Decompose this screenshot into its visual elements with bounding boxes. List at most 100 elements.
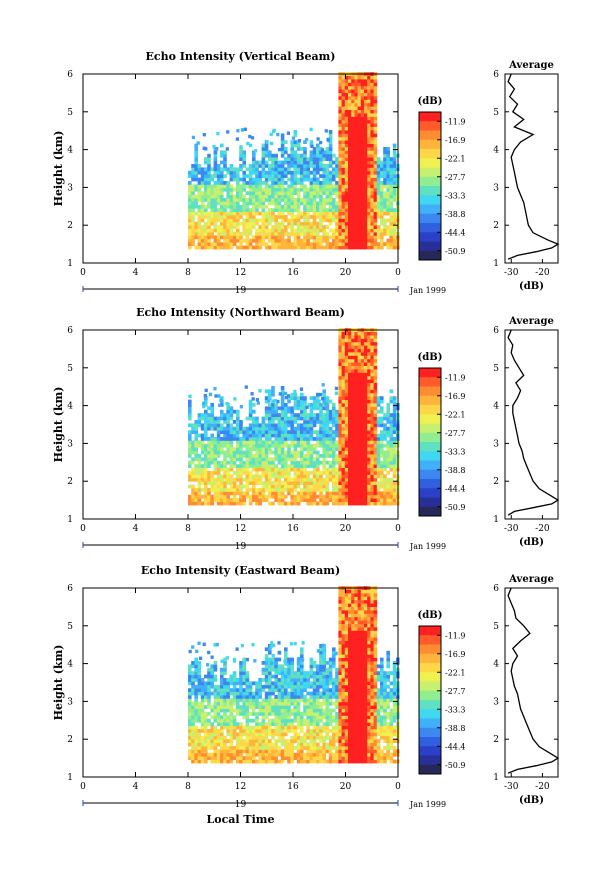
heatmap-cell: [367, 174, 371, 178]
heatmap-cell: [344, 457, 349, 462]
heatmap-cell: [210, 437, 214, 441]
heatmap-cell: [213, 742, 218, 747]
heatmap-cell: [354, 147, 358, 151]
heatmap-cell: [338, 331, 342, 336]
heatmap-cell: [303, 150, 307, 155]
heatmap-cell: [261, 242, 266, 246]
heatmap-cell: [242, 678, 246, 682]
heatmap-cell: [252, 440, 256, 445]
heatmap-cell: [203, 393, 207, 398]
heatmap-cell: [332, 430, 336, 434]
heatmap-cell: [271, 718, 275, 723]
heatmap-cell: [191, 661, 195, 665]
heatmap-cell: [338, 494, 342, 499]
heatmap-cell: [370, 85, 374, 90]
heatmap-cell: [286, 394, 291, 398]
heatmap-cell: [348, 433, 352, 438]
heatmap-cell: [328, 130, 333, 134]
heatmap-cell: [376, 215, 381, 219]
heatmap-cell: [376, 211, 381, 216]
heatmap-cell: [261, 488, 266, 492]
heatmap-cell: [252, 177, 256, 182]
heatmap-cell: [344, 372, 349, 377]
heatmap-cell: [367, 113, 371, 117]
heatmap-cell: [319, 167, 323, 172]
heatmap-cell: [274, 749, 278, 754]
heatmap-cell: [344, 471, 349, 475]
heatmap-cell: [386, 232, 390, 236]
heatmap-cell: [255, 204, 259, 209]
heatmap-cell: [232, 752, 237, 757]
heatmap-cell: [370, 460, 374, 465]
heatmap-cell: [197, 443, 202, 448]
heatmap-cell: [348, 406, 352, 411]
heatmap-cell: [335, 181, 339, 185]
heatmap-cell: [360, 221, 365, 226]
heatmap-cell: [245, 215, 250, 219]
heatmap-cell: [248, 191, 253, 195]
heatmap-cell: [239, 674, 243, 679]
heatmap-cell: [216, 481, 221, 485]
heatmap-cell: [341, 225, 346, 229]
heatmap-cell: [271, 225, 275, 229]
heatmap-cell: [319, 501, 323, 506]
heatmap-cell: [194, 245, 198, 250]
colorbar-swatch: [419, 405, 441, 415]
heatmap-cell: [357, 170, 362, 175]
heatmap-cell: [389, 160, 394, 165]
heatmap-cell: [354, 242, 358, 246]
heatmap-cell: [392, 218, 397, 223]
heatmap-cell: [216, 488, 221, 492]
heatmap-cell: [210, 420, 214, 424]
heatmap-cell: [194, 708, 198, 713]
heatmap-cell: [370, 403, 374, 407]
heatmap-cell: [338, 136, 342, 141]
heatmap-cell: [239, 678, 243, 682]
heatmap-cell: [316, 157, 320, 161]
heatmap-cell: [268, 718, 272, 723]
heatmap-cell: [255, 732, 259, 737]
heatmap-cell: [197, 225, 202, 229]
heatmap-cell: [258, 729, 262, 733]
heatmap-cell: [210, 426, 214, 431]
heatmap-cell: [392, 440, 397, 445]
heatmap-cell: [386, 464, 390, 468]
heatmap-cell: [392, 399, 397, 404]
heatmap-cell: [354, 89, 358, 93]
heatmap-cell: [348, 174, 352, 178]
heatmap-cell: [360, 147, 365, 151]
heatmap-cell: [348, 426, 352, 431]
heatmap-cell: [367, 355, 371, 360]
heatmap-cell: [277, 416, 282, 421]
heatmap-cell: [376, 194, 381, 199]
heatmap-cell: [220, 218, 224, 223]
heatmap-cell: [255, 705, 259, 709]
heatmap-cell: [207, 204, 211, 209]
heatmap-cell: [280, 454, 285, 458]
heatmap-cell: [325, 454, 330, 458]
heatmap-cell: [264, 177, 269, 182]
heatmap-cell: [271, 198, 275, 202]
heatmap-cell: [296, 204, 301, 209]
heatmap-cell: [322, 167, 326, 172]
heatmap-cell: [271, 184, 275, 189]
heatmap-cell: [232, 232, 237, 236]
heatmap-cell: [280, 481, 285, 485]
heatmap-cell: [245, 198, 250, 202]
heatmap-cell: [210, 198, 214, 202]
heatmap-cell: [204, 488, 208, 492]
heatmap-cell: [200, 688, 205, 692]
heatmap-cell: [364, 198, 368, 202]
heatmap-cell: [370, 464, 374, 468]
heatmap-cell: [232, 187, 237, 192]
heatmap-cell: [216, 245, 221, 250]
heatmap-cell: [293, 150, 298, 155]
colorbar-label: -22.1: [445, 154, 466, 163]
heatmap-cell: [360, 82, 365, 87]
heatmap-cell: [389, 157, 394, 161]
heatmap-cell: [188, 245, 192, 250]
heatmap-cell: [290, 392, 294, 397]
heatmap-cell: [360, 352, 365, 356]
heatmap-cell: [348, 232, 352, 236]
heatmap-cell: [373, 238, 378, 243]
